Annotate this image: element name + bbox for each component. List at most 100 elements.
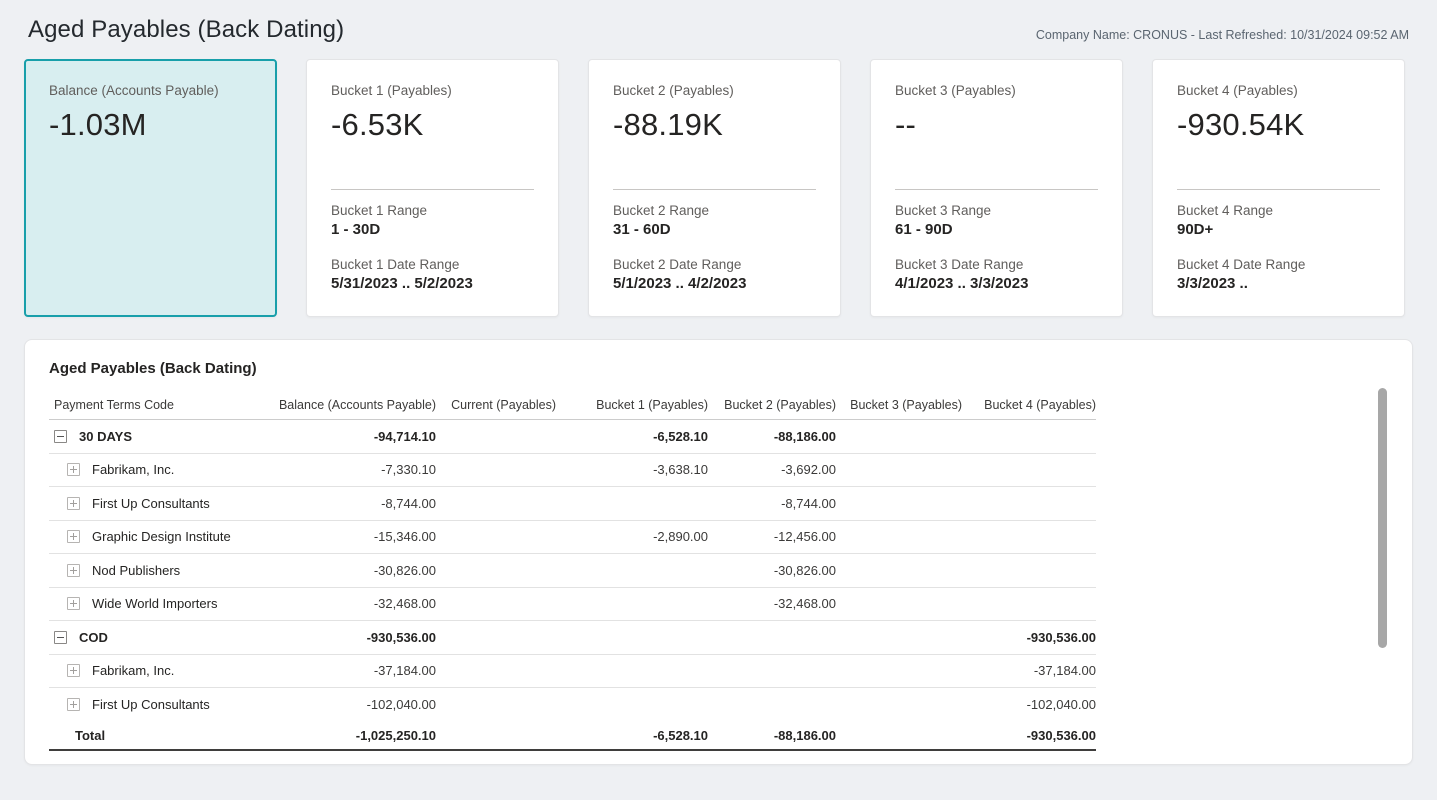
row-name-cell: First Up Consultants bbox=[49, 496, 269, 511]
expand-icon[interactable] bbox=[67, 530, 80, 544]
table-scrollbar-track[interactable] bbox=[1378, 388, 1388, 678]
table-total-row: Total -1,025,250.10 -6,528.10 -88,186.00 -93… bbox=[49, 721, 1096, 751]
row-label: Fabrikam, Inc. bbox=[92, 462, 175, 478]
kpi-card-divider bbox=[1177, 189, 1380, 190]
table-row[interactable]: Fabrikam, Inc. -37,184.00 -37,184.00 bbox=[49, 655, 1096, 688]
expand-icon[interactable] bbox=[67, 697, 80, 711]
row-name-cell: Graphic Design Institute bbox=[49, 529, 269, 544]
kpi-date-range-label: Bucket 3 Date Range bbox=[895, 257, 1024, 272]
expand-icon[interactable] bbox=[67, 597, 80, 611]
kpi-card-divider bbox=[331, 189, 534, 190]
total-value-cell: -88,186.00 bbox=[773, 727, 836, 743]
kpi-date-range-value: 4/1/2023 .. 3/3/2023 bbox=[895, 275, 1029, 292]
column-header-2[interactable]: Current (Payables) bbox=[451, 397, 556, 412]
row-value-cell: -8,744.00 bbox=[781, 495, 836, 511]
kpi-card-label: Bucket 1 (Payables) bbox=[331, 83, 452, 98]
expand-icon[interactable] bbox=[67, 496, 80, 510]
kpi-card-divider bbox=[613, 189, 816, 190]
kpi-date-range-value: 5/1/2023 .. 4/2/2023 bbox=[613, 275, 747, 292]
total-value-cell: -1,025,250.10 bbox=[355, 727, 436, 743]
table-row[interactable]: First Up Consultants -8,744.00 -8,744.00 bbox=[49, 487, 1096, 521]
kpi-card-bucket2[interactable]: Bucket 2 (Payables) -88.19K Bucket 2 Range… bbox=[588, 59, 841, 317]
row-value-cell: -930,536.00 bbox=[1026, 629, 1096, 645]
kpi-range-label: Bucket 3 Range bbox=[895, 203, 992, 218]
kpi-card-label: Bucket 4 (Payables) bbox=[1177, 83, 1298, 98]
kpi-date-range-label: Bucket 4 Date Range bbox=[1177, 257, 1306, 272]
table-row[interactable]: Fabrikam, Inc. -7,330.10 -3,638.10 -3,692.0… bbox=[49, 454, 1096, 487]
kpi-range-value: 61 - 90D bbox=[895, 221, 953, 238]
kpi-date-range-label: Bucket 2 Date Range bbox=[613, 257, 742, 272]
page-title: Aged Payables (Back Dating) bbox=[28, 16, 345, 43]
row-value-cell: -32,468.00 bbox=[773, 596, 836, 612]
table-row[interactable]: 30 DAYS -94,714.10 -6,528.10 -88,186.00 bbox=[49, 420, 1096, 454]
kpi-card-divider bbox=[895, 189, 1098, 190]
row-label: Nod Publishers bbox=[92, 562, 181, 578]
kpi-range-label: Bucket 1 Range bbox=[331, 203, 428, 218]
kpi-cards-row: Balance (Accounts Payable) -1.03M Bucket 1… bbox=[24, 59, 1413, 317]
kpi-date-range-value: 3/3/2023 .. bbox=[1177, 275, 1248, 292]
kpi-card-bucket3[interactable]: Bucket 3 (Payables) -- Bucket 3 Range 61 - … bbox=[870, 59, 1123, 317]
row-value-cell: -30,826.00 bbox=[773, 562, 836, 578]
row-value-cell: -37,184.00 bbox=[373, 663, 436, 679]
table-title: Aged Payables (Back Dating) bbox=[49, 360, 257, 377]
total-label: Total bbox=[75, 727, 106, 743]
table-body: 30 DAYS -94,714.10 -6,528.10 -88,186.00 Fabr… bbox=[49, 420, 1388, 716]
table-row[interactable]: First Up Consultants -102,040.00 -102,040.… bbox=[49, 688, 1096, 716]
row-label: Fabrikam, Inc. bbox=[92, 663, 175, 679]
expand-icon[interactable] bbox=[67, 563, 80, 577]
row-label: COD bbox=[79, 629, 108, 645]
row-value-cell: -102,040.00 bbox=[1026, 696, 1096, 712]
collapse-icon[interactable] bbox=[54, 630, 67, 644]
column-header-1[interactable]: Balance (Accounts Payable) bbox=[278, 397, 436, 412]
row-label: Graphic Design Institute bbox=[92, 529, 231, 545]
row-value-cell: -6,528.10 bbox=[653, 428, 708, 444]
kpi-card-balance[interactable]: Balance (Accounts Payable) -1.03M bbox=[24, 59, 277, 317]
table-row[interactable]: Nod Publishers -30,826.00 -30,826.00 bbox=[49, 554, 1096, 588]
kpi-card-bucket4[interactable]: Bucket 4 (Payables) -930.54K Bucket 4 Rang… bbox=[1152, 59, 1405, 317]
kpi-range-label: Bucket 2 Range bbox=[613, 203, 710, 218]
row-name-cell: COD bbox=[49, 630, 269, 645]
row-label: First Up Consultants bbox=[92, 495, 210, 511]
kpi-card-value: -930.54K bbox=[1177, 107, 1305, 142]
row-value-cell: -102,040.00 bbox=[366, 696, 436, 712]
kpi-card-value: -88.19K bbox=[613, 107, 723, 142]
column-header-6[interactable]: Bucket 4 (Payables) bbox=[984, 397, 1096, 412]
table-row[interactable]: Wide World Importers -32,468.00 -32,468.00 bbox=[49, 588, 1096, 621]
expand-icon[interactable] bbox=[67, 463, 80, 477]
kpi-card-bucket1[interactable]: Bucket 1 (Payables) -6.53K Bucket 1 Range 1… bbox=[306, 59, 559, 317]
kpi-date-range-label: Bucket 1 Date Range bbox=[331, 257, 460, 272]
row-name-cell: Nod Publishers bbox=[49, 563, 269, 578]
column-header-5[interactable]: Bucket 3 (Payables) bbox=[850, 397, 962, 412]
table-scrollbar-thumb[interactable] bbox=[1378, 388, 1387, 648]
row-name-cell: Wide World Importers bbox=[49, 596, 269, 611]
row-value-cell: -12,456.00 bbox=[773, 529, 836, 545]
kpi-card-label: Bucket 3 (Payables) bbox=[895, 83, 1016, 98]
table-row[interactable]: Graphic Design Institute -15,346.00 -2,890… bbox=[49, 521, 1096, 554]
row-label: 30 DAYS bbox=[79, 428, 132, 444]
row-value-cell: -30,826.00 bbox=[373, 562, 436, 578]
row-value-cell: -7,330.10 bbox=[381, 462, 436, 478]
expand-icon[interactable] bbox=[67, 664, 80, 678]
table-header-row: Payment Terms Code Balance (Accounts Paya… bbox=[49, 390, 1096, 420]
aged-payables-table-card: Aged Payables (Back Dating) Payment Term… bbox=[24, 339, 1413, 765]
column-header-3[interactable]: Bucket 1 (Payables) bbox=[596, 397, 708, 412]
kpi-card-value: -- bbox=[895, 107, 917, 142]
table-row[interactable]: COD -930,536.00 -930,536.00 bbox=[49, 621, 1096, 655]
kpi-range-value: 1 - 30D bbox=[331, 221, 381, 238]
row-name-cell: Fabrikam, Inc. bbox=[49, 663, 269, 678]
row-value-cell: -88,186.00 bbox=[773, 428, 836, 444]
row-value-cell: -15,346.00 bbox=[373, 529, 436, 545]
row-value-cell: -3,692.00 bbox=[781, 462, 836, 478]
row-value-cell: -2,890.00 bbox=[653, 529, 708, 545]
column-header-4[interactable]: Bucket 2 (Payables) bbox=[724, 397, 836, 412]
row-value-cell: -94,714.10 bbox=[373, 428, 436, 444]
kpi-date-range-value: 5/31/2023 .. 5/2/2023 bbox=[331, 275, 473, 292]
column-header-0[interactable]: Payment Terms Code bbox=[54, 397, 174, 412]
row-name-cell: 30 DAYS bbox=[49, 429, 269, 444]
kpi-range-label: Bucket 4 Range bbox=[1177, 203, 1274, 218]
kpi-range-value: 90D+ bbox=[1177, 221, 1214, 238]
kpi-card-label: Balance (Accounts Payable) bbox=[49, 83, 219, 98]
collapse-icon[interactable] bbox=[54, 429, 67, 443]
kpi-range-value: 31 - 60D bbox=[613, 221, 671, 238]
